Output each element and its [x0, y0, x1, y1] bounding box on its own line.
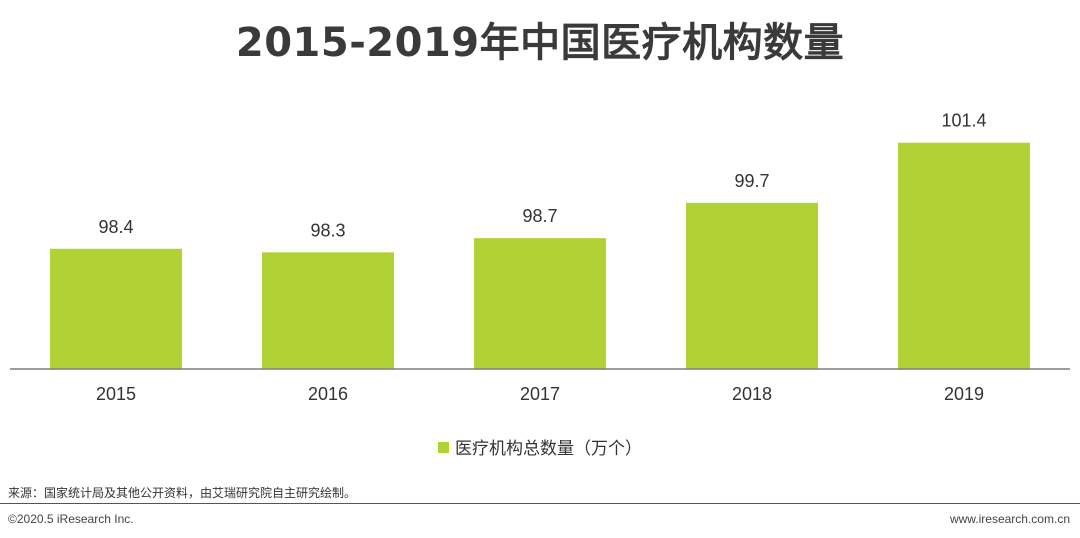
data-label-2019: 101.4	[941, 111, 986, 131]
legend-label: 医疗机构总数量（万个）	[455, 439, 642, 459]
bars-group	[50, 142, 1030, 369]
copyright-text: ©2020.5 iResearch Inc.	[8, 512, 134, 526]
bar-2018	[686, 202, 818, 369]
data-label-2015: 98.4	[98, 217, 133, 237]
x-tick-label-2018: 2018	[732, 384, 772, 404]
chart-title: 2015-2019年中国医疗机构数量	[235, 20, 845, 66]
source-note: 来源：国家统计局及其他公开资料，由艾瑞研究院自主研究绘制。	[8, 486, 357, 500]
x-tick-label-2015: 2015	[96, 384, 136, 404]
bar-2016	[262, 252, 394, 369]
value-labels-group: 98.4 98.3 98.7 99.7 101.4	[98, 111, 986, 241]
website-text: www.iresearch.com.cn	[949, 512, 1070, 526]
data-label-2018: 99.7	[734, 171, 769, 191]
data-label-2017: 98.7	[522, 206, 557, 226]
bar-2017	[474, 238, 606, 369]
bar-2015	[50, 248, 182, 369]
bar-2019	[898, 142, 1030, 369]
x-tick-label-2017: 2017	[520, 384, 560, 404]
x-tick-labels-group: 2015 2016 2017 2018 2019	[96, 384, 984, 404]
legend-swatch	[438, 442, 449, 453]
legend: 医疗机构总数量（万个）	[0, 434, 1080, 459]
x-tick-label-2016: 2016	[308, 384, 348, 404]
footer-divider	[0, 503, 1080, 504]
x-tick-label-2019: 2019	[944, 384, 984, 404]
data-label-2016: 98.3	[310, 220, 345, 240]
